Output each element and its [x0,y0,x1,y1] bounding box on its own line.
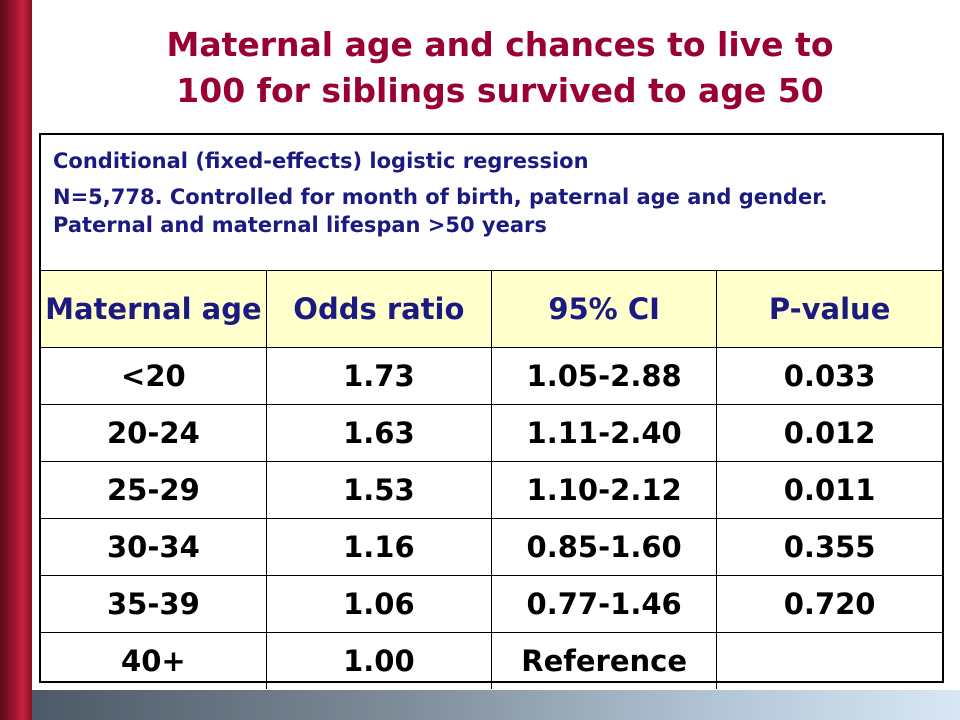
slide-title-line-1: Maternal age and chances to live to [166,25,834,64]
cell-ci: 1.05-2.88 [490,347,718,405]
cell-maternal-age: 40+ [41,632,267,689]
cell-p-value: 0.355 [716,518,942,576]
slide-title: Maternal age and chances to live to 100 … [40,22,960,114]
cell-p-value: 0.720 [716,575,942,633]
table-row: 20-24 1.63 1.11-2.40 0.012 [41,404,942,462]
cell-ci: Reference [490,632,718,689]
cell-odds-ratio: 1.53 [265,461,493,519]
table-row: 35-39 1.06 0.77-1.46 0.720 [41,575,942,633]
cell-p-value: 0.012 [716,404,942,462]
cell-odds-ratio: 1.73 [265,347,493,405]
results-table-container: Conditional (fixed-effects) logistic reg… [39,133,944,689]
slide-title-line-2: 100 for siblings survived to age 50 [176,71,824,110]
cell-ci: 0.85-1.60 [490,518,718,576]
table-row: <20 1.73 1.05-2.88 0.033 [41,347,942,405]
table-row: 40+ 1.00 Reference [41,632,942,689]
cell-maternal-age: <20 [41,347,267,405]
cell-odds-ratio: 1.63 [265,404,493,462]
table-notes: Conditional (fixed-effects) logistic reg… [41,135,942,270]
cell-maternal-age: 25-29 [41,461,267,519]
results-table: Maternal age Odds ratio 95% CI P-value <… [41,270,942,689]
cell-ci: 1.10-2.12 [490,461,718,519]
cell-odds-ratio: 1.00 [265,632,493,689]
cell-maternal-age: 35-39 [41,575,267,633]
notes-sample: N=5,778. Controlled for month of birth, … [53,185,828,237]
header-p-value: P-value [716,270,942,348]
header-maternal-age: Maternal age [41,270,267,348]
cell-odds-ratio: 1.06 [265,575,493,633]
table-header-row: Maternal age Odds ratio 95% CI P-value [41,270,942,348]
cell-p-value [716,632,942,689]
cell-p-value: 0.033 [716,347,942,405]
left-accent-bar [0,0,32,720]
header-odds-ratio: Odds ratio [265,270,493,348]
cell-ci: 1.11-2.40 [490,404,718,462]
notes-method: Conditional (fixed-effects) logistic reg… [53,149,589,173]
cell-ci: 0.77-1.46 [490,575,718,633]
cell-maternal-age: 30-34 [41,518,267,576]
bottom-accent-bar [32,690,960,720]
table-row: 25-29 1.53 1.10-2.12 0.011 [41,461,942,519]
cell-p-value: 0.011 [716,461,942,519]
cell-odds-ratio: 1.16 [265,518,493,576]
cell-maternal-age: 20-24 [41,404,267,462]
table-row: 30-34 1.16 0.85-1.60 0.355 [41,518,942,576]
header-ci: 95% CI [490,270,718,348]
